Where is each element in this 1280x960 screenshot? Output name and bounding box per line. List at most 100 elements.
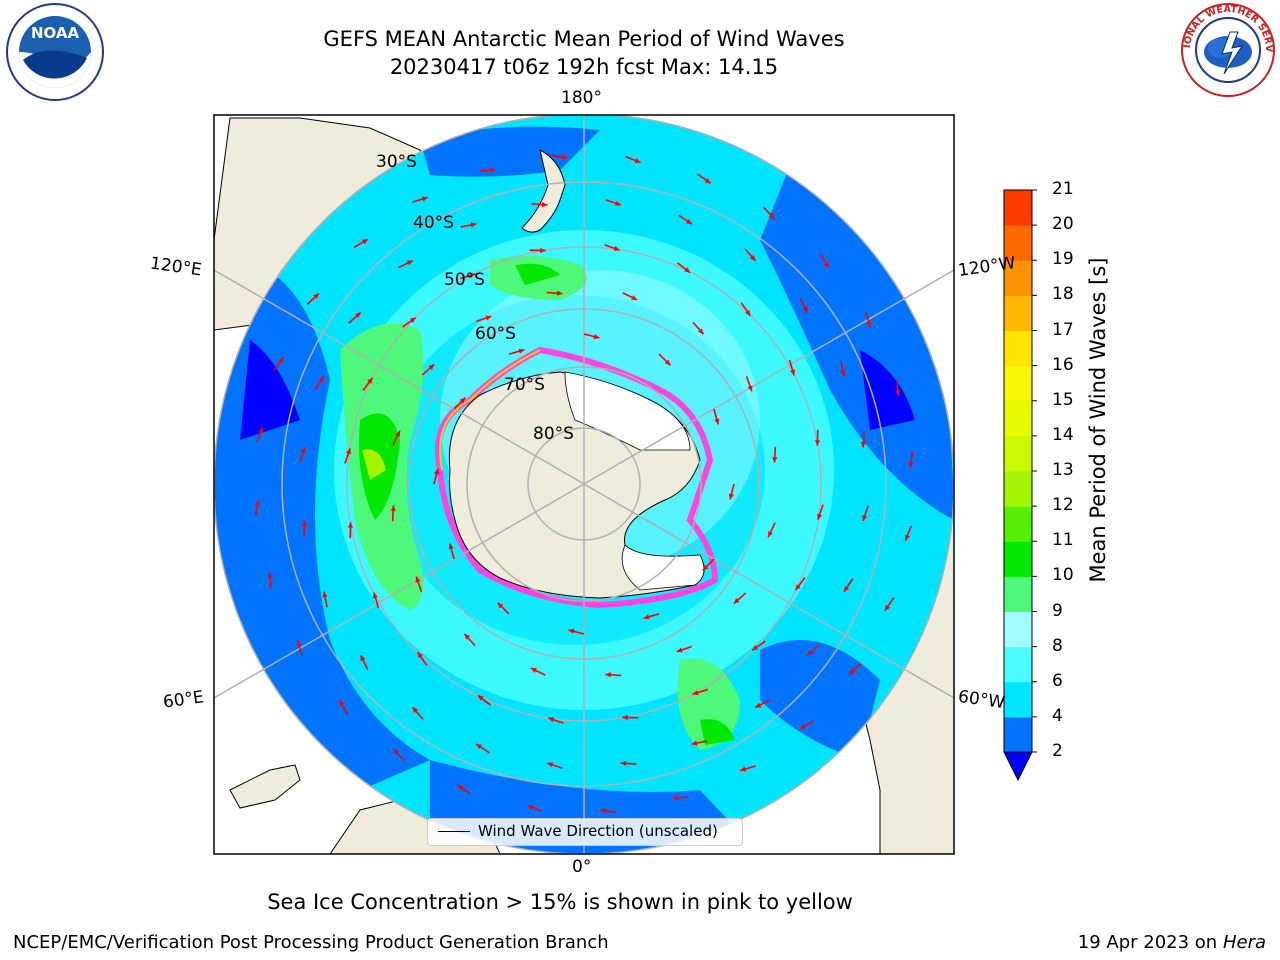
wind-arrow-head (347, 522, 354, 528)
wind-arrow-head (367, 377, 373, 384)
wind-arrow-head (664, 359, 671, 366)
wind-arrow-head (698, 328, 704, 335)
wind-arrow-head (345, 448, 351, 455)
wind-arrow-head (470, 222, 477, 228)
wind-arrow-head (593, 334, 600, 340)
lat-label-80s: 80°S (533, 424, 574, 444)
wind-arrow-head (622, 714, 628, 721)
wind-arrow-head (457, 784, 464, 791)
wind-arrow-head (412, 707, 419, 713)
colorbar-tick-label: 10 (1052, 565, 1074, 586)
colorbar-segment (1004, 400, 1032, 437)
wind-arrow-head (258, 427, 263, 434)
wind-arrow-head (728, 493, 734, 500)
colorbar-segment (1004, 541, 1032, 577)
colorbar-tick-label: 19 (1052, 249, 1074, 270)
wind-arrow-head (860, 441, 867, 448)
sea-ice-note-text: Sea Ice Concentration > 15% is shown in … (267, 890, 853, 914)
wind-arrow-head (704, 177, 711, 184)
wind-arrow-head (620, 760, 627, 767)
map-legend: Wind Wave Direction (unscaled) (427, 818, 743, 846)
wind-arrow-head (395, 430, 400, 437)
colorbar-tick-label: 9 (1052, 600, 1063, 621)
footer-date-text: 19 Apr 2023 on (1077, 932, 1223, 953)
colorbar-tick-label: 13 (1052, 460, 1074, 480)
nws-logo: NATIONAL WEATHER SERVICE (1180, 2, 1275, 97)
noaa-logo: NOAA (6, 3, 104, 101)
wind-arrow-head (790, 369, 796, 376)
wind-arrow-head (685, 218, 692, 225)
graticule (214, 115, 954, 854)
wind-arrow-head (643, 614, 650, 620)
lat-label-50s: 50°S (444, 270, 485, 290)
colorbar-tick-label: 11 (1052, 530, 1074, 551)
colorbar-segment (1004, 681, 1032, 718)
footer-host: Hera (1222, 932, 1266, 953)
wind-arrow-head (372, 592, 378, 599)
wind-arrow-head (749, 255, 756, 261)
colorbar-tick-label: 2 (1052, 741, 1063, 761)
wind-arrow-head (802, 306, 808, 313)
colorbar-segment (1004, 506, 1032, 542)
colorbar-segment (1004, 190, 1032, 226)
noaa-logo-text: NOAA (31, 24, 80, 42)
wind-arrow-head (417, 652, 423, 659)
wind-arrow-head (557, 290, 563, 296)
wind-arrow-head (772, 457, 778, 463)
colorbar-segment (1004, 260, 1032, 296)
chart-title: GEFS MEAN Antarctic Mean Period of Wind … (323, 27, 845, 51)
colorbar-tick-label: 20 (1052, 214, 1074, 235)
lat-label-70s: 70°S (504, 375, 545, 395)
colorbar-tick-label: 12 (1052, 495, 1074, 516)
wind-arrow-head (634, 158, 641, 163)
colorbar-segment (1004, 435, 1032, 472)
wind-arrow-head (406, 260, 413, 266)
wind-arrow-head (768, 531, 773, 538)
wind-arrow-head (908, 461, 914, 468)
sea-ice-note: Sea Ice Concentration > 15% is shown in … (0, 890, 1280, 914)
colorbar-segment (1004, 295, 1032, 331)
wind-arrow-head (600, 808, 607, 814)
wind-arrow-head (409, 317, 416, 323)
wind-arrow-head (814, 440, 821, 446)
wind-arrow-head (527, 805, 534, 810)
wind-arrow-head (895, 389, 901, 396)
wind-arrow-head (415, 576, 421, 583)
colorbar-extend-triangle (1003, 751, 1033, 782)
colorbar-tick-label: 16 (1052, 354, 1074, 375)
lat-label-40s: 40°S (413, 213, 454, 233)
colorbar-title-text: Mean Period of Wind Waves [s] (1086, 257, 1110, 583)
legend-line-swatch (438, 831, 470, 832)
wind-arrow-head (530, 668, 537, 673)
wind-arrow-head (568, 628, 575, 634)
new-zealand-land (521, 149, 566, 233)
colorbar-tick-label: 4 (1052, 705, 1063, 726)
lat-label-30s: 30°S (376, 152, 417, 172)
madagascar-land (229, 764, 301, 809)
colorbar-tick-label: 18 (1052, 284, 1074, 305)
colorbar-segment (1004, 576, 1032, 612)
wind-arrow-head (862, 514, 868, 521)
wind-arrow-head (800, 723, 807, 729)
ice-shelf-weddell (621, 544, 705, 591)
wind-arrow-head (277, 357, 284, 364)
colorbar-segment (1004, 365, 1032, 402)
wind-arrow-head (807, 649, 813, 656)
wind-arrow-head (691, 740, 698, 746)
lat-label-60s: 60°S (475, 324, 516, 344)
wind-arrow-head (684, 267, 691, 273)
wind-arrow-head (905, 534, 910, 541)
wind-arrow-head (361, 239, 368, 245)
footer-producer: NCEP/EMC/Verification Post Processing Pr… (13, 932, 609, 953)
colorbar-tick-label: 21 (1052, 179, 1074, 199)
wind-arrow-head (393, 749, 400, 755)
colorbar-tick-label: 15 (1052, 389, 1074, 410)
wind-arrow-head (613, 245, 620, 251)
colorbar-tick-label: 8 (1052, 635, 1063, 656)
wind-arrow-head (421, 196, 428, 202)
wind-arrow-head (434, 468, 440, 475)
wind-arrow-head (339, 700, 345, 707)
wind-arrow-head (755, 702, 762, 708)
wind-arrow-head (301, 520, 308, 527)
